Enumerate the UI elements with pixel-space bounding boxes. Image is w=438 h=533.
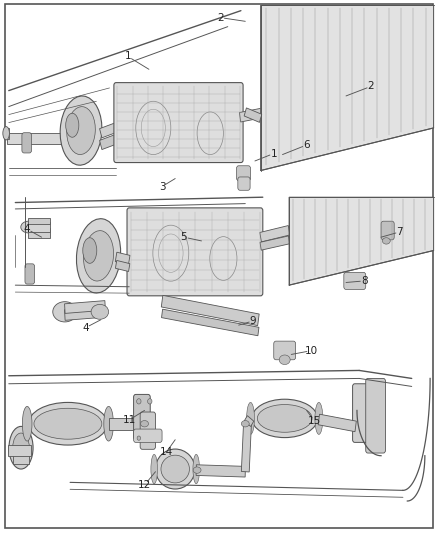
Ellipse shape	[67, 107, 95, 155]
Polygon shape	[196, 465, 245, 477]
Polygon shape	[162, 309, 259, 336]
Ellipse shape	[60, 96, 102, 165]
Text: 4: 4	[82, 323, 89, 333]
Text: 6: 6	[303, 140, 310, 150]
Polygon shape	[64, 306, 106, 320]
Text: 2: 2	[217, 13, 224, 22]
Ellipse shape	[28, 402, 107, 445]
FancyBboxPatch shape	[134, 394, 150, 440]
Ellipse shape	[66, 114, 79, 137]
FancyBboxPatch shape	[134, 429, 162, 442]
Ellipse shape	[382, 238, 390, 244]
FancyBboxPatch shape	[114, 83, 243, 163]
Polygon shape	[109, 418, 145, 430]
Text: 11: 11	[123, 415, 136, 425]
Ellipse shape	[137, 399, 141, 404]
FancyBboxPatch shape	[366, 378, 385, 453]
FancyBboxPatch shape	[353, 384, 383, 442]
Text: 10: 10	[304, 346, 318, 356]
Polygon shape	[7, 133, 77, 144]
Text: 5: 5	[180, 232, 187, 242]
Ellipse shape	[3, 126, 10, 140]
Polygon shape	[260, 225, 290, 242]
FancyBboxPatch shape	[274, 341, 296, 360]
Ellipse shape	[151, 454, 157, 484]
FancyBboxPatch shape	[127, 208, 263, 296]
Text: 12: 12	[138, 480, 151, 490]
Ellipse shape	[148, 399, 152, 404]
Ellipse shape	[257, 405, 312, 432]
Ellipse shape	[161, 455, 190, 483]
Polygon shape	[240, 107, 268, 122]
Ellipse shape	[141, 421, 148, 427]
Polygon shape	[99, 130, 131, 150]
Ellipse shape	[53, 302, 77, 322]
Ellipse shape	[34, 408, 102, 439]
Ellipse shape	[279, 355, 290, 365]
FancyBboxPatch shape	[25, 264, 35, 284]
Polygon shape	[244, 416, 254, 426]
Ellipse shape	[9, 426, 33, 469]
Ellipse shape	[315, 402, 323, 434]
Polygon shape	[260, 236, 290, 250]
Polygon shape	[318, 414, 357, 432]
FancyBboxPatch shape	[22, 133, 32, 153]
Polygon shape	[99, 118, 131, 138]
Ellipse shape	[84, 231, 113, 281]
Polygon shape	[261, 5, 434, 171]
FancyBboxPatch shape	[238, 177, 250, 190]
FancyBboxPatch shape	[381, 221, 394, 240]
Polygon shape	[28, 222, 50, 232]
Ellipse shape	[13, 433, 29, 462]
Text: 15: 15	[308, 416, 321, 426]
Ellipse shape	[77, 219, 120, 293]
Text: 8: 8	[361, 276, 368, 286]
Polygon shape	[64, 301, 106, 313]
FancyBboxPatch shape	[140, 412, 155, 449]
Polygon shape	[116, 261, 130, 271]
Text: 14: 14	[160, 447, 173, 457]
Ellipse shape	[241, 421, 249, 427]
FancyBboxPatch shape	[344, 272, 366, 289]
Ellipse shape	[91, 304, 109, 319]
Ellipse shape	[193, 467, 201, 473]
Ellipse shape	[252, 399, 318, 438]
Text: 7: 7	[396, 227, 403, 237]
Ellipse shape	[21, 221, 36, 233]
Text: 4: 4	[24, 224, 31, 234]
Ellipse shape	[247, 402, 254, 434]
Ellipse shape	[83, 238, 97, 263]
Polygon shape	[115, 252, 130, 265]
FancyBboxPatch shape	[237, 166, 251, 181]
Ellipse shape	[104, 406, 113, 441]
Ellipse shape	[193, 454, 200, 484]
Text: 9: 9	[250, 316, 257, 326]
Polygon shape	[161, 295, 259, 326]
Ellipse shape	[155, 449, 195, 489]
Text: 2: 2	[367, 82, 374, 91]
Text: 1: 1	[124, 52, 131, 61]
Polygon shape	[28, 218, 50, 224]
Text: 3: 3	[159, 182, 166, 191]
Text: 1: 1	[270, 149, 277, 158]
Polygon shape	[28, 228, 50, 238]
Ellipse shape	[22, 406, 32, 441]
Polygon shape	[13, 453, 29, 464]
Polygon shape	[241, 424, 251, 472]
Ellipse shape	[137, 436, 141, 440]
Polygon shape	[289, 197, 434, 285]
Polygon shape	[4, 128, 9, 139]
Polygon shape	[8, 445, 31, 456]
Polygon shape	[244, 108, 262, 123]
